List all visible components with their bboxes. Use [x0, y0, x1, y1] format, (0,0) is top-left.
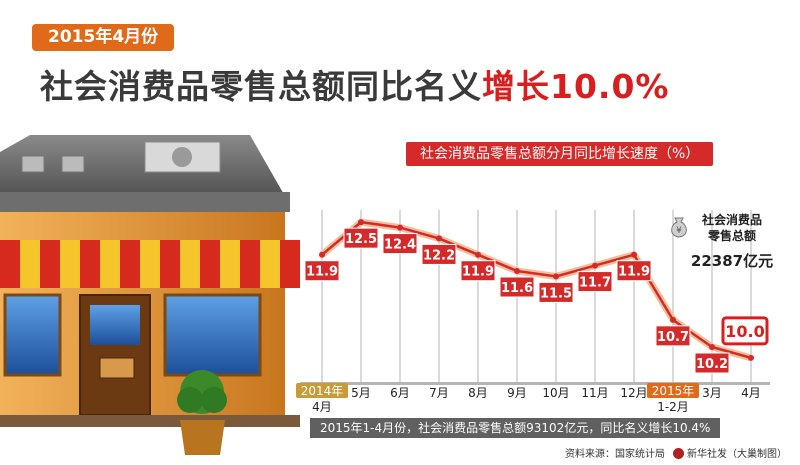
total-label-line1: 社会消费品 — [701, 213, 762, 227]
data-label-box — [460, 260, 496, 282]
data-label: 12.2 — [423, 248, 455, 263]
data-label: 11.9 — [462, 265, 494, 280]
money-bag-icon: ¥ — [671, 217, 687, 238]
data-point — [514, 268, 520, 274]
data-label: 11.9 — [618, 265, 650, 280]
total-label-line2: 零售总额 — [707, 229, 756, 243]
data-label-box — [343, 227, 379, 249]
source-note: 资料来源：国家统计局 新华社发（大巢制图） — [565, 445, 787, 460]
summary-note: 2015年1-4月份，社会消费品零售总额93102亿元，同比名义增长10.4% — [310, 418, 721, 438]
data-label: 11.6 — [501, 281, 533, 296]
total-value: 22387亿元 — [690, 252, 774, 270]
tick-label: 11月 — [581, 386, 608, 400]
data-point — [319, 251, 325, 258]
tick-label: 2015年 — [652, 384, 695, 398]
tick-label-highlight — [647, 383, 699, 398]
tick-label: 6月 — [390, 386, 410, 400]
data-label: 11.5 — [540, 286, 572, 301]
data-point — [553, 273, 559, 280]
credit-text: 新华社发（大巢制图） — [687, 449, 787, 460]
data-point — [670, 316, 676, 323]
source-text: 资料来源：国家统计局 — [565, 449, 665, 460]
tick-label: 7月 — [429, 386, 449, 400]
data-point — [358, 219, 364, 226]
data-label: 10.2 — [696, 357, 728, 372]
page-headline: 社会消费品零售总额同比名义增长10.0% — [40, 60, 670, 108]
data-label: 12.5 — [345, 232, 377, 247]
data-label-box — [421, 243, 457, 265]
data-label-box — [382, 233, 418, 255]
tick-label: 3月 — [702, 386, 722, 400]
headline-main: 社会消费品零售总额同比名义 — [40, 67, 482, 106]
data-label-box — [655, 325, 691, 347]
date-badge: 2015年4月份 — [32, 24, 175, 51]
data-label-box — [721, 316, 769, 346]
data-point — [475, 251, 481, 258]
data-label-box — [616, 260, 652, 282]
data-point — [592, 262, 598, 269]
data-point — [748, 354, 754, 361]
data-point — [631, 251, 637, 258]
data-label: 12.4 — [384, 238, 416, 253]
tick-label: 8月 — [468, 386, 488, 400]
data-label: 11.9 — [306, 265, 338, 280]
tick-label: 1-2月 — [657, 400, 689, 414]
data-label: 11.7 — [579, 276, 611, 291]
data-point — [397, 224, 403, 231]
tick-label: 10月 — [542, 386, 569, 400]
headline-highlight: 增长10.0% — [482, 67, 670, 106]
x-axis-line — [300, 382, 770, 385]
data-point — [436, 235, 442, 242]
data-label-box — [577, 271, 613, 293]
data-label: 10.0 — [725, 322, 764, 341]
tick-label: 2014年 — [301, 384, 344, 398]
tick-label-highlight — [296, 383, 348, 398]
data-label-box — [538, 281, 574, 303]
tick-label: 12月 — [620, 386, 647, 400]
tick-label: 9月 — [507, 386, 527, 400]
tick-label: 5月 — [351, 386, 371, 400]
data-point — [709, 344, 715, 350]
tick-label: 4月 — [312, 400, 332, 414]
data-label-box — [499, 276, 535, 298]
data-label-box — [304, 260, 340, 282]
data-label: 10.7 — [657, 330, 689, 345]
xinhua-logo-icon — [673, 448, 684, 459]
series-line — [321, 220, 752, 360]
chart-title: 社会消费品零售总额分月同比增长速度（%） — [406, 142, 714, 166]
tick-label: 4月 — [741, 386, 761, 400]
svg-text:¥: ¥ — [676, 226, 682, 236]
data-label-box — [694, 352, 730, 374]
total-retail-box: ¥ 社会消费品 零售总额 22387亿元 — [671, 212, 792, 271]
